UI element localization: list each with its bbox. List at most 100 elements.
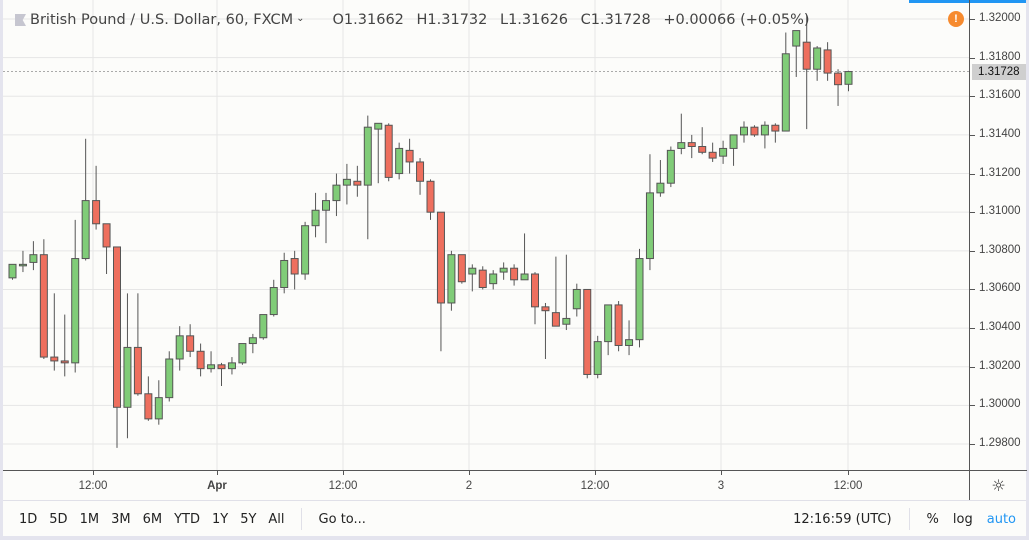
candle[interactable] <box>844 70 853 92</box>
candle[interactable] <box>259 314 268 340</box>
candle[interactable] <box>384 123 393 182</box>
candle[interactable] <box>363 115 372 240</box>
candle[interactable] <box>238 343 247 365</box>
utc-clock[interactable]: 12:16:59 (UTC) <box>793 511 892 527</box>
candle[interactable] <box>792 30 801 77</box>
range-button-5y[interactable]: 5Y <box>240 511 257 527</box>
candle[interactable] <box>416 158 425 195</box>
range-button-ytd[interactable]: YTD <box>174 511 200 527</box>
range-button-1y[interactable]: 1Y <box>211 511 229 527</box>
candle[interactable] <box>457 254 466 284</box>
candle[interactable] <box>426 179 435 220</box>
candle[interactable] <box>144 376 153 421</box>
candle[interactable] <box>698 127 707 155</box>
range-button-5d[interactable]: 5D <box>49 511 68 527</box>
candle[interactable] <box>489 270 498 290</box>
candle[interactable] <box>531 272 539 325</box>
candle[interactable] <box>154 380 163 425</box>
candle[interactable] <box>729 134 738 166</box>
candle[interactable] <box>217 362 226 387</box>
range-button-1m[interactable]: 1M <box>79 511 100 527</box>
candle[interactable] <box>468 264 477 292</box>
candle[interactable] <box>802 15 811 130</box>
candle[interactable] <box>520 233 529 281</box>
candle[interactable] <box>113 246 121 448</box>
candle[interactable] <box>175 326 184 371</box>
candle[interactable] <box>666 146 675 188</box>
candle[interactable] <box>719 140 728 164</box>
candle[interactable] <box>39 239 48 359</box>
candle[interactable] <box>207 351 216 373</box>
candle[interactable] <box>771 123 780 143</box>
candle[interactable] <box>311 192 320 238</box>
candle[interactable] <box>102 223 111 274</box>
candle[interactable] <box>499 262 508 280</box>
candle[interactable] <box>740 121 748 143</box>
candle[interactable] <box>92 165 101 230</box>
goto-button[interactable]: Go to... <box>318 511 366 527</box>
candle[interactable] <box>708 142 717 162</box>
percent-toggle[interactable]: % <box>926 511 939 527</box>
time-axis[interactable]: 12:00 Apr 12:00 2 12:00 3 12:00 <box>3 470 969 500</box>
candle[interactable] <box>823 42 832 81</box>
candle[interactable] <box>583 288 592 379</box>
auto-toggle[interactable]: auto <box>986 511 1016 527</box>
candle[interactable] <box>71 219 80 373</box>
candle[interactable] <box>436 211 445 352</box>
chart-plot-area[interactable]: British Pound / U.S. Dollar, 60, FXCM ⌄ … <box>3 0 969 470</box>
candle[interactable] <box>186 324 195 358</box>
candle[interactable] <box>165 351 174 402</box>
candle[interactable] <box>322 192 330 244</box>
candle[interactable] <box>645 154 654 271</box>
candle[interactable] <box>227 357 236 375</box>
candle[interactable] <box>687 134 696 159</box>
candle[interactable] <box>395 142 404 180</box>
candle[interactable] <box>332 173 341 217</box>
alert-icon[interactable]: ! <box>948 11 964 27</box>
candle[interactable] <box>353 165 362 197</box>
candle[interactable] <box>447 250 456 311</box>
candle[interactable] <box>834 69 843 106</box>
candle[interactable] <box>510 264 519 286</box>
candle[interactable] <box>248 333 257 354</box>
settings-gear-icon[interactable]: ☼ <box>969 470 1027 500</box>
candle[interactable] <box>614 301 623 352</box>
candle[interactable] <box>750 125 759 137</box>
candle[interactable] <box>593 335 602 379</box>
candle[interactable] <box>374 122 383 184</box>
candle[interactable] <box>269 279 278 317</box>
candle[interactable] <box>123 293 132 439</box>
range-button-6m[interactable]: 6M <box>142 511 163 527</box>
candle[interactable] <box>572 283 581 317</box>
candle[interactable] <box>133 293 142 396</box>
candle[interactable] <box>196 343 205 377</box>
candle[interactable] <box>813 46 822 81</box>
candle[interactable] <box>60 314 69 377</box>
candle[interactable] <box>604 304 613 356</box>
symbol-title[interactable]: British Pound / U.S. Dollar, 60, FXCM <box>30 12 294 28</box>
candle[interactable] <box>342 163 351 205</box>
candle[interactable] <box>635 248 644 348</box>
candle[interactable] <box>562 254 571 331</box>
log-toggle[interactable]: log <box>952 511 973 527</box>
candlestick-chart[interactable] <box>3 0 969 470</box>
range-button-3m[interactable]: 3M <box>111 511 131 527</box>
candle[interactable] <box>478 266 487 290</box>
candle[interactable] <box>81 138 90 261</box>
candle[interactable] <box>781 32 790 132</box>
price-axis[interactable]: 1.32000 1.31800 1.31600 1.31400 1.31200 1.310… <box>969 0 1027 470</box>
candle[interactable] <box>280 252 289 294</box>
candle[interactable] <box>405 138 414 174</box>
candle[interactable] <box>625 320 634 356</box>
candle[interactable] <box>18 250 27 273</box>
candle[interactable] <box>677 113 686 155</box>
range-button-all[interactable]: All <box>268 511 285 527</box>
candle[interactable] <box>656 160 665 197</box>
candle[interactable] <box>50 293 59 371</box>
candle[interactable] <box>760 121 769 149</box>
candle[interactable] <box>301 221 310 280</box>
candle[interactable] <box>8 263 17 280</box>
candle[interactable] <box>541 302 550 359</box>
candle[interactable] <box>29 241 38 271</box>
candle[interactable] <box>290 250 299 290</box>
